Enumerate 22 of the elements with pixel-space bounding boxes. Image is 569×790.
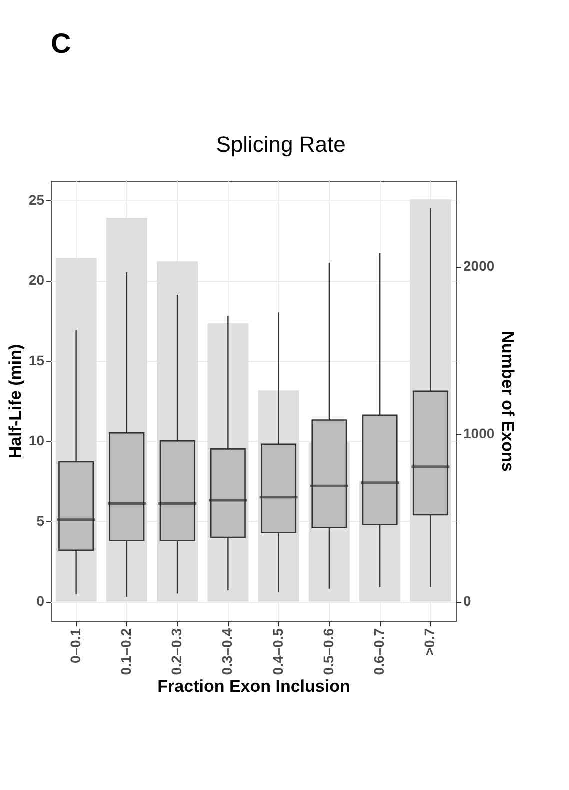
x-tick-label: 0.2–0.3	[168, 628, 185, 676]
y2-tick-label: 0	[464, 593, 472, 610]
y-tick-label: 5	[36, 512, 45, 529]
x-tick-label: 0.1–0.2	[118, 628, 134, 676]
y-axis-title: Half-Life (min)	[6, 344, 25, 459]
y2-tick-label: 1000	[464, 426, 495, 442]
y2-tick-label: 2000	[464, 258, 495, 274]
y-tick-label: 10	[28, 432, 45, 449]
x-tick-label: 0.5–0.6	[320, 628, 336, 676]
x-tick-label: 0.6–0.7	[371, 628, 388, 676]
x-axis-title: Fraction Exon Inclusion	[158, 677, 350, 696]
y-tick-label: 0	[36, 593, 45, 610]
text: C	[51, 28, 72, 59]
y-tick-label: 20	[28, 272, 45, 288]
y-tick-label: 15	[28, 352, 45, 368]
x-tick-label: >0.7	[422, 628, 438, 656]
x-tick-label: 0–0.1	[67, 628, 84, 664]
y2-axis-title: Number of Exons	[498, 331, 518, 472]
y-tick-label: 25	[28, 192, 45, 208]
x-tick-label: 0.4–0.5	[270, 628, 286, 676]
text: Splicing Rate	[216, 132, 346, 157]
x-tick-label: 0.3–0.4	[219, 628, 236, 676]
